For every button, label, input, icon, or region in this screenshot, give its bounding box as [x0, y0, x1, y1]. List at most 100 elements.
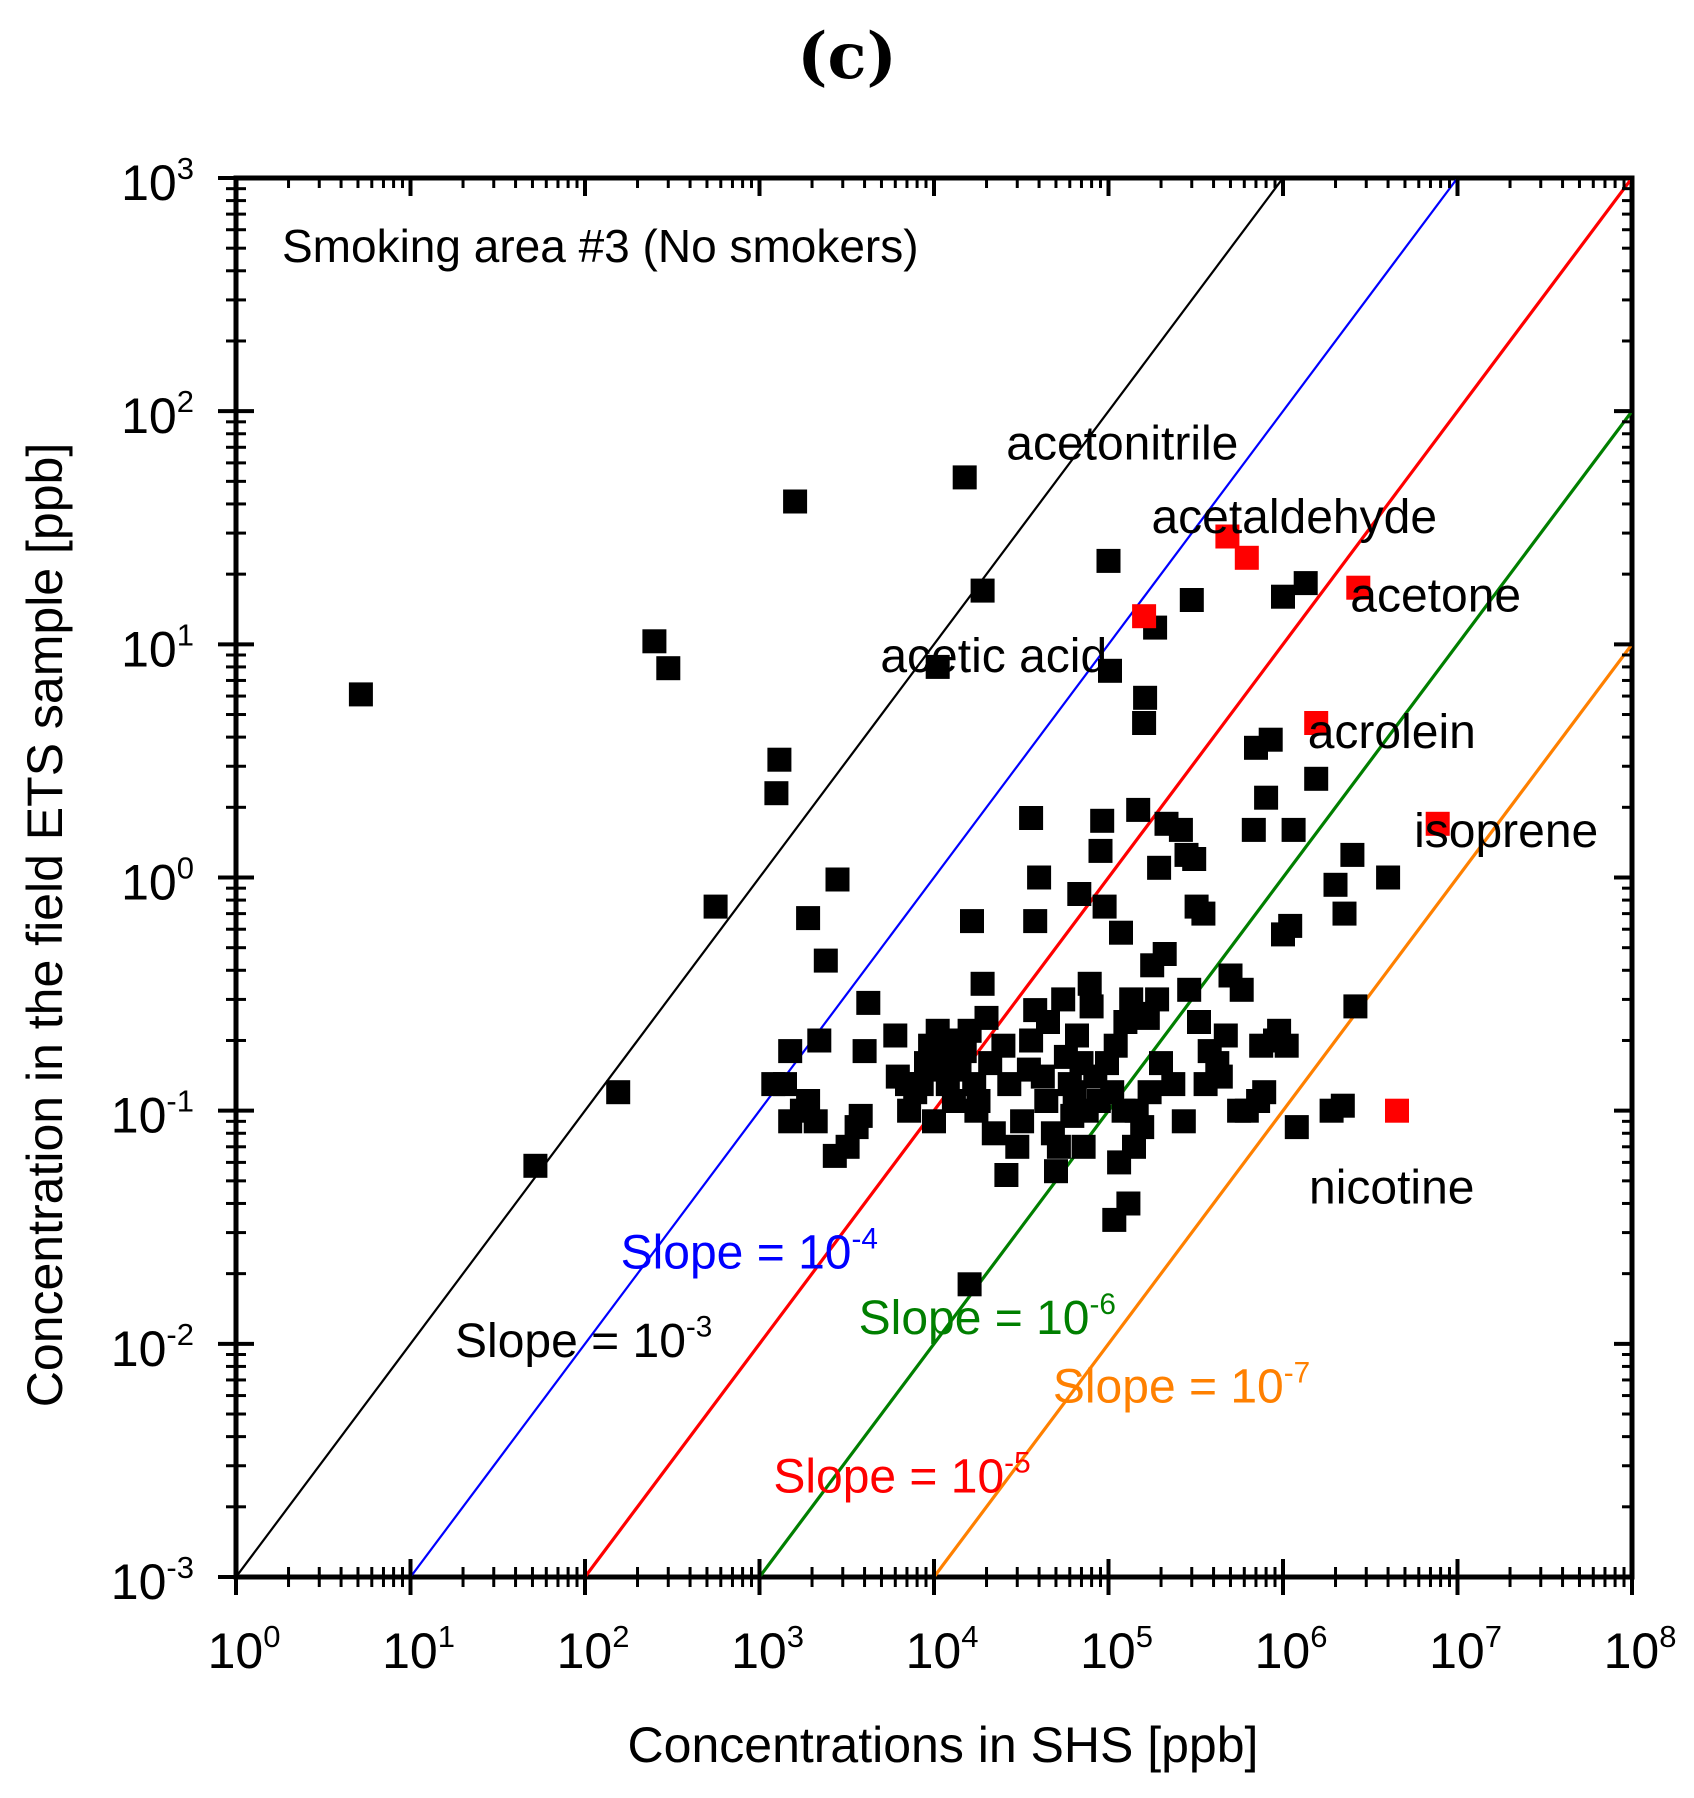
data-point [1103, 1033, 1128, 1058]
y-tick-label: 10-1 [111, 1084, 194, 1144]
x-tick-label: 107 [1429, 1619, 1502, 1679]
point-labels: acetonitrile acetaldehyde acetic acid aceto… [880, 418, 1598, 1215]
data-point [656, 656, 681, 681]
data-point [941, 1089, 966, 1113]
x-tick-label: 100 [208, 1619, 281, 1679]
data-point [764, 781, 789, 806]
slope-line [932, 643, 1632, 1577]
x-tick-label: 106 [1255, 1619, 1328, 1679]
x-tick-label: 108 [1604, 1619, 1677, 1679]
data-point [783, 489, 808, 514]
reference-lines [236, 178, 1632, 1577]
data-point [1019, 806, 1044, 830]
y-tick-label: 100 [121, 851, 194, 911]
panel-label: (c) [797, 19, 897, 94]
x-axis-label: Concentrations in SHS [ppb] [628, 1717, 1259, 1773]
y-tick-label: 101 [121, 617, 194, 677]
data-point [1343, 994, 1368, 1019]
data-point [1077, 971, 1102, 996]
slope-line [236, 178, 1284, 1577]
data-point [1187, 1010, 1211, 1034]
chart-annotation: Smoking area #3 (No smokers) [282, 220, 919, 272]
x-tick-label: 104 [906, 1619, 979, 1679]
data-point [1137, 1080, 1162, 1105]
data-point [1252, 1080, 1277, 1105]
data-point [1145, 987, 1170, 1012]
data-point [848, 1103, 873, 1128]
data-point [1229, 977, 1254, 1002]
data-point [1330, 1093, 1355, 1118]
x-tick-label: 101 [382, 1619, 455, 1679]
slope-line [583, 178, 1632, 1577]
data-point [1010, 1109, 1035, 1134]
data-point [1213, 1023, 1238, 1048]
data-point [1304, 766, 1329, 791]
data-point [348, 682, 373, 707]
data-point [1133, 685, 1158, 710]
y-tick-label: 102 [121, 384, 194, 444]
data-point [1376, 865, 1401, 890]
data-point [803, 1109, 828, 1134]
data-point [883, 1023, 908, 1048]
data-point [1304, 711, 1329, 735]
data-point [1284, 1115, 1309, 1140]
axis-ticks [218, 176, 1634, 1595]
data-point [1385, 1098, 1409, 1123]
data-point [1191, 901, 1216, 926]
data-point [960, 909, 984, 934]
data-point [1152, 942, 1177, 966]
compound-label: nicotine [1309, 1161, 1474, 1214]
compound-label: acrolein [1308, 706, 1476, 759]
data-point [957, 1272, 982, 1297]
data-point [703, 894, 728, 919]
data-point [966, 1089, 991, 1113]
data-point [1027, 865, 1052, 890]
data-point [1036, 1010, 1060, 1034]
data-point [856, 990, 881, 1015]
slope-labels: Slope = 10-3 Slope = 10-4 Slope = 10-5 Slop… [455, 1223, 1310, 1504]
data-point [1215, 524, 1240, 549]
data-point [1034, 1089, 1059, 1113]
data-point [1116, 1191, 1141, 1216]
data-point [1179, 588, 1204, 612]
slope-label: Slope = 10-7 [1053, 1356, 1310, 1413]
data-point [1340, 842, 1365, 867]
data-point [767, 747, 792, 772]
data-point [925, 654, 950, 679]
data-point [1234, 545, 1259, 570]
data-point [1171, 1109, 1196, 1134]
data-point [1323, 872, 1348, 897]
data-point [1425, 811, 1450, 836]
data-point [1126, 797, 1151, 822]
data-markers [348, 465, 1450, 1297]
data-point [1132, 604, 1157, 629]
data-point [1090, 808, 1115, 833]
data-point [1177, 977, 1202, 1002]
data-point [974, 1005, 999, 1030]
data-point [1023, 909, 1048, 934]
data-point [1208, 1064, 1233, 1089]
slope-label: Slope = 10-4 [621, 1223, 878, 1280]
data-point [1030, 1064, 1055, 1089]
data-point [1254, 785, 1279, 810]
data-point [1044, 1159, 1068, 1184]
data-point [1067, 882, 1092, 906]
data-point [606, 1080, 631, 1105]
data-point [523, 1153, 548, 1178]
data-point [778, 1039, 803, 1064]
data-point [796, 1089, 821, 1113]
data-point [807, 1028, 832, 1053]
data-point [922, 1109, 946, 1134]
data-point [1149, 1051, 1173, 1076]
data-point [1130, 1115, 1155, 1140]
data-point [1051, 987, 1076, 1012]
data-point [952, 465, 977, 490]
data-point [970, 971, 995, 996]
data-point [1109, 920, 1133, 945]
data-point [1088, 838, 1113, 863]
tick-labels: 100 101 102 103 104 105 106 107 108 10-3 10-2 10-1 1… [111, 151, 1677, 1679]
data-point [852, 1039, 877, 1064]
slope-line [409, 178, 1459, 1577]
y-tick-label: 10-3 [111, 1550, 194, 1610]
data-point [1278, 913, 1303, 938]
